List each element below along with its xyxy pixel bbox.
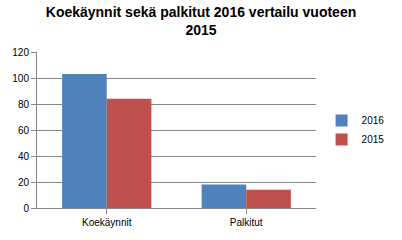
svg-text:20: 20 <box>18 177 30 188</box>
svg-text:40: 40 <box>18 151 30 162</box>
svg-text:0: 0 <box>23 203 29 214</box>
svg-text:Koekäynnit sekä palkitut 2016: Koekäynnit sekä palkitut 2016 vertailu v… <box>46 4 356 38</box>
svg-text:Palkitut: Palkitut <box>230 217 263 228</box>
svg-text:120: 120 <box>12 47 29 58</box>
svg-text:60: 60 <box>18 125 30 136</box>
svg-text:2015: 2015 <box>362 134 385 145</box>
svg-text:100: 100 <box>12 73 29 84</box>
svg-text:Koekäynnit: Koekäynnit <box>82 217 132 228</box>
svg-text:80: 80 <box>18 99 30 110</box>
svg-text:2016: 2016 <box>362 115 385 126</box>
